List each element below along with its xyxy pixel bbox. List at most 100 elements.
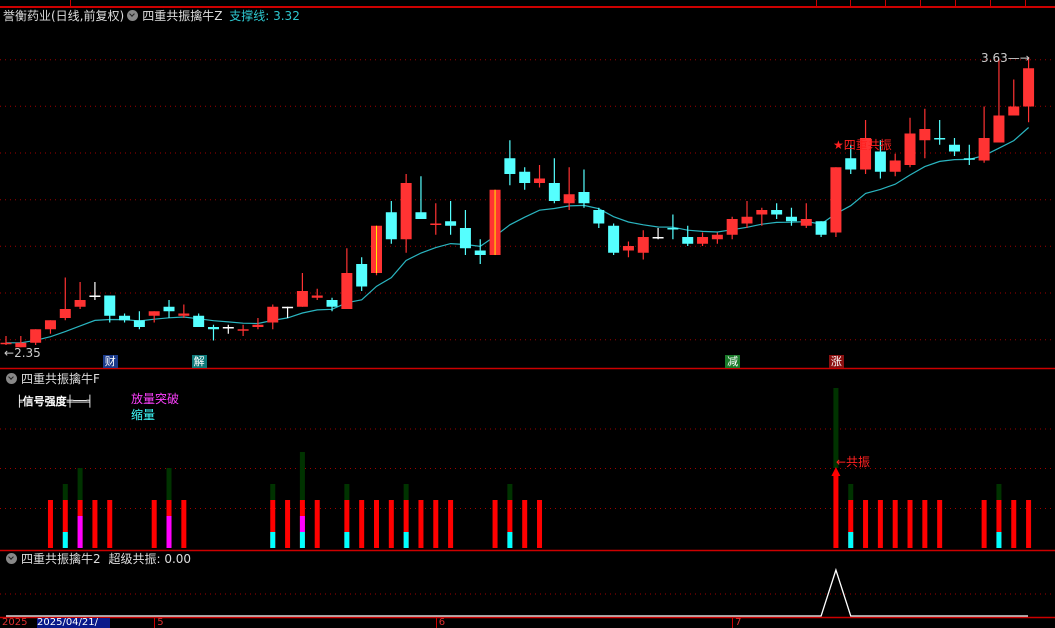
candle-body [845, 158, 857, 170]
event-badge[interactable]: 减 [725, 355, 741, 368]
candle-body [741, 216, 753, 224]
candle-body [578, 192, 590, 204]
collapse-icon[interactable] [127, 10, 139, 21]
candle-body [904, 133, 916, 165]
candle-body [430, 223, 442, 225]
high-price-label: 3.63—→ [981, 51, 1030, 65]
event-badge[interactable]: 财 [102, 355, 118, 368]
candle-body [326, 300, 338, 307]
signal-bar [996, 500, 1002, 548]
candle-body [608, 225, 620, 253]
resonance-strength-bar [833, 388, 839, 468]
breakout-bar [77, 516, 83, 548]
candle-body [74, 300, 86, 307]
candle-body [934, 138, 946, 140]
signal-bar [1026, 500, 1032, 548]
strength-bar [507, 484, 513, 500]
candle-body [1008, 106, 1020, 116]
candle-body [459, 228, 471, 249]
signal-bar [981, 500, 987, 548]
signal-bar [285, 500, 291, 548]
indicator-name: 四重共振擒牛Z [142, 9, 223, 23]
signal-bar [1011, 500, 1017, 548]
candle-body [0, 342, 12, 345]
event-badge[interactable]: 涨 [828, 355, 844, 368]
panel-2-title: 四重共振擒牛2 [21, 552, 101, 566]
candle-body [445, 221, 457, 226]
candle-body [682, 237, 694, 244]
menu-bar[interactable] [0, 0, 1055, 8]
panel-f-title: 四重共振擒牛F [21, 372, 100, 386]
signal-bar [270, 500, 276, 548]
strength-bar [344, 484, 350, 500]
collapse-icon[interactable] [6, 373, 17, 384]
shrink-bar [344, 532, 350, 548]
candle-body [874, 151, 886, 172]
candle-body [771, 210, 783, 215]
up-arrow-icon [831, 467, 841, 476]
strength-bar [996, 484, 1002, 500]
candle-body [415, 212, 427, 219]
signal-bar [922, 500, 928, 548]
candle-body [163, 306, 175, 312]
candle-body [178, 313, 190, 316]
signal-bar [107, 500, 113, 548]
strength-bar [62, 484, 68, 500]
shrink-bar [270, 532, 276, 548]
signal-bar [537, 500, 543, 548]
candle-body [667, 228, 679, 230]
candle-body [519, 171, 531, 183]
breakout-bar [299, 516, 305, 532]
candle-body [830, 167, 842, 233]
signal-bar [374, 500, 379, 548]
candle-body [948, 144, 960, 152]
candle-body [207, 327, 219, 330]
candle-body [978, 138, 990, 161]
candle-body [296, 291, 308, 307]
main-header: 誉衡药业(日线,前复权) 四重共振擒牛Z 支撑线: 3.32 [3, 9, 300, 23]
candle-body [222, 327, 234, 329]
candle-body [15, 342, 27, 348]
shrink-bar [403, 532, 409, 548]
candle-body [860, 138, 872, 170]
signal-bar [403, 500, 409, 548]
shrink-bar [62, 532, 68, 548]
legend-signal-strength: ╞信号强度╪══╡ [16, 395, 94, 408]
signal-bar [833, 474, 839, 548]
candle-body [44, 320, 56, 330]
candle-body [356, 264, 368, 287]
candle-body [637, 237, 649, 253]
signal-bar [314, 500, 320, 548]
candle-body [919, 129, 931, 141]
candle-body [593, 210, 605, 224]
signal-bar [492, 500, 498, 548]
candle-body [548, 183, 560, 201]
signal-bar [522, 500, 528, 548]
support-line-value: 支撑线: 3.32 [229, 9, 300, 23]
shrink-bar [507, 532, 513, 548]
candle-body [711, 234, 723, 240]
signal-bar [448, 500, 454, 548]
event-badge[interactable]: 解 [191, 355, 207, 368]
collapse-icon[interactable] [6, 553, 17, 564]
menu-separator [1025, 0, 1026, 6]
candle-body [282, 306, 294, 309]
menu-separator [920, 0, 921, 6]
signal-bar [848, 500, 854, 548]
signal-bar [507, 500, 513, 548]
breakout-bar [166, 516, 172, 548]
candle-body [993, 115, 1005, 143]
candle-body [1023, 68, 1035, 107]
candle-body [341, 273, 353, 309]
signal-bar [907, 500, 913, 548]
menu-separator [70, 0, 71, 6]
candle-body [119, 315, 131, 321]
signal-bar [62, 500, 68, 548]
legend-breakout: 放量突破 [131, 392, 180, 406]
signal-bar [877, 500, 883, 548]
shrink-bar [848, 532, 854, 548]
menu-separator [816, 0, 817, 6]
candle-body [148, 311, 160, 316]
candle-body [815, 221, 827, 235]
